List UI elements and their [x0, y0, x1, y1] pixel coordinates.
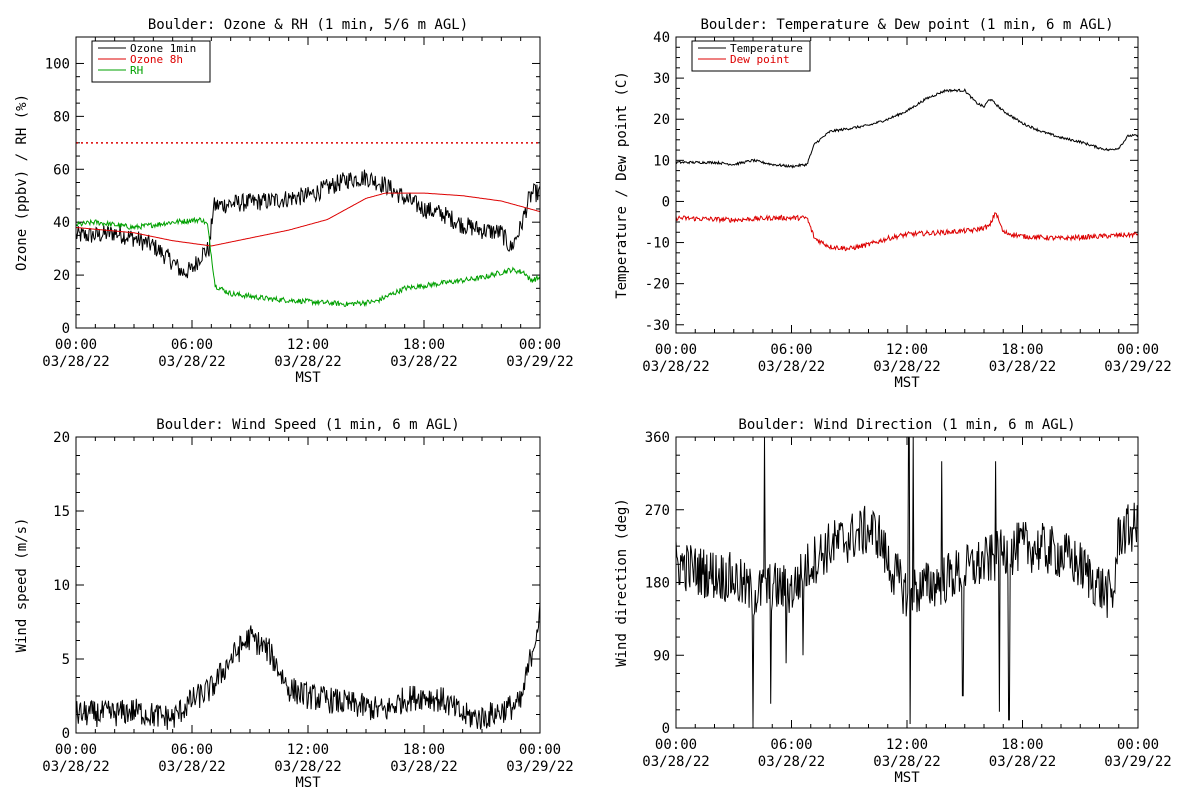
- y-axis-label: Wind direction (deg): [614, 498, 630, 667]
- x-tick-date: 03/29/22: [1104, 359, 1171, 375]
- x-tick-time: 00:00: [655, 342, 697, 358]
- x-tick-date: 03/28/22: [873, 359, 940, 375]
- y-tick-label: 90: [653, 648, 670, 664]
- y-axis-label: Wind speed (m/s): [14, 518, 30, 653]
- x-tick-time: 12:00: [287, 742, 329, 758]
- panel-wind-direction: Boulder: Wind Direction (1 min, 6 m AGL)…: [614, 417, 1172, 786]
- x-tick-date: 03/28/22: [390, 354, 457, 370]
- y-tick-label: 270: [645, 503, 670, 519]
- series-line-data: [75, 603, 541, 730]
- y-axis-label: Ozone (ppbv) / RH (%): [14, 94, 30, 271]
- series-line-ozone-1min: [75, 169, 541, 279]
- x-tick-time: 18:00: [403, 337, 445, 353]
- panel-wind-speed: Boulder: Wind Speed (1 min, 6 m AGL) 0 5 10…: [14, 417, 574, 791]
- x-tick-date: 03/28/22: [274, 759, 341, 775]
- y-tick-label: 20: [53, 430, 70, 446]
- x-tick-date: 03/28/22: [989, 754, 1056, 770]
- y-tick-label: 10: [653, 153, 670, 169]
- x-tick-date: 03/28/22: [390, 759, 457, 775]
- x-tick-time: 18:00: [1001, 737, 1043, 753]
- series-line-dew-point: [675, 212, 1139, 252]
- x-tick-time: 00:00: [55, 742, 97, 758]
- series-line-ozone-8h: [76, 192, 541, 247]
- legend-label: Temperature: [730, 42, 803, 55]
- series-line-temperature: [675, 88, 1139, 169]
- panel-ozone-rh: Boulder: Ozone & RH (1 min, 5/6 m AGL) 0 2…: [14, 17, 574, 386]
- legend-label: RH: [130, 64, 143, 77]
- x-tick-time: 12:00: [886, 342, 928, 358]
- y-tick-label: 0: [662, 721, 670, 737]
- x-tick-date: 03/28/22: [642, 754, 709, 770]
- y-tick-label: 180: [645, 576, 670, 592]
- x-tick-date: 03/28/22: [42, 354, 109, 370]
- x-tick-date: 03/28/22: [158, 759, 225, 775]
- x-tick-date: 03/28/22: [158, 354, 225, 370]
- y-tick-label: 40: [53, 215, 70, 231]
- series-line-data: [675, 436, 1139, 725]
- x-tick-date: 03/28/22: [274, 354, 341, 370]
- legend-label: Dew point: [730, 53, 790, 66]
- x-tick-date: 03/28/22: [758, 359, 825, 375]
- x-axis-label: MST: [894, 770, 920, 786]
- x-tick-time: 06:00: [171, 337, 213, 353]
- plot-frame: [675, 36, 1139, 334]
- plot-frame: [75, 36, 541, 329]
- x-tick-time: 06:00: [770, 737, 812, 753]
- x-tick-date: 03/28/22: [989, 359, 1056, 375]
- x-tick-date: 03/28/22: [642, 359, 709, 375]
- y-tick-label: 20: [53, 268, 70, 284]
- chart-title: Boulder: Wind Direction (1 min, 6 m AGL): [738, 417, 1075, 433]
- x-tick-time: 06:00: [770, 342, 812, 358]
- legend-box: [691, 40, 811, 72]
- x-tick-time: 00:00: [1117, 342, 1159, 358]
- x-tick-date: 03/29/22: [506, 759, 573, 775]
- x-tick-date: 03/29/22: [1104, 754, 1171, 770]
- y-tick-label: 80: [53, 109, 70, 125]
- chart-title: Boulder: Wind Speed (1 min, 6 m AGL): [156, 417, 459, 433]
- x-tick-date: 03/28/22: [42, 759, 109, 775]
- y-tick-label: 360: [645, 430, 670, 446]
- x-tick-time: 18:00: [1001, 342, 1043, 358]
- legend-label: Ozone 1min: [130, 42, 196, 55]
- x-tick-time: 18:00: [403, 742, 445, 758]
- y-tick-label: 60: [53, 162, 70, 178]
- x-tick-time: 06:00: [171, 742, 213, 758]
- x-tick-date: 03/29/22: [506, 354, 573, 370]
- x-axis-label: MST: [894, 375, 920, 391]
- y-tick-label: 0: [62, 321, 70, 337]
- x-tick-date: 03/28/22: [758, 754, 825, 770]
- panel-temp-dewpoint: Boulder: Temperature & Dew point (1 min,…: [614, 17, 1172, 391]
- y-tick-label: 5: [62, 652, 70, 668]
- y-tick-label: 40: [653, 30, 670, 46]
- y-tick-label: 20: [653, 112, 670, 128]
- y-tick-label: -20: [645, 277, 670, 293]
- y-tick-label: 100: [45, 56, 70, 72]
- x-axis-label: MST: [295, 370, 321, 386]
- y-axis-label: Temperature / Dew point (C): [614, 71, 630, 299]
- plot-frame: [675, 436, 1139, 729]
- x-tick-time: 00:00: [655, 737, 697, 753]
- chart-title: Boulder: Temperature & Dew point (1 min,…: [700, 17, 1113, 33]
- x-tick-date: 03/28/22: [873, 754, 940, 770]
- y-tick-label: 10: [53, 578, 70, 594]
- x-tick-time: 12:00: [886, 737, 928, 753]
- series-line-rh: [75, 216, 541, 308]
- y-tick-label: -10: [645, 236, 670, 252]
- y-tick-label: 0: [62, 726, 70, 742]
- x-tick-time: 00:00: [519, 337, 561, 353]
- y-tick-label: -30: [645, 318, 670, 334]
- y-tick-label: 0: [662, 194, 670, 210]
- legend-label: Ozone 8h: [130, 53, 183, 66]
- x-tick-time: 12:00: [287, 337, 329, 353]
- x-axis-label: MST: [295, 775, 321, 791]
- chart-title: Boulder: Ozone & RH (1 min, 5/6 m AGL): [148, 17, 468, 33]
- y-tick-label: 15: [53, 504, 70, 520]
- x-tick-time: 00:00: [55, 337, 97, 353]
- y-tick-label: 30: [653, 71, 670, 87]
- x-tick-time: 00:00: [519, 742, 561, 758]
- x-tick-time: 00:00: [1117, 737, 1159, 753]
- plot-frame: [75, 436, 541, 734]
